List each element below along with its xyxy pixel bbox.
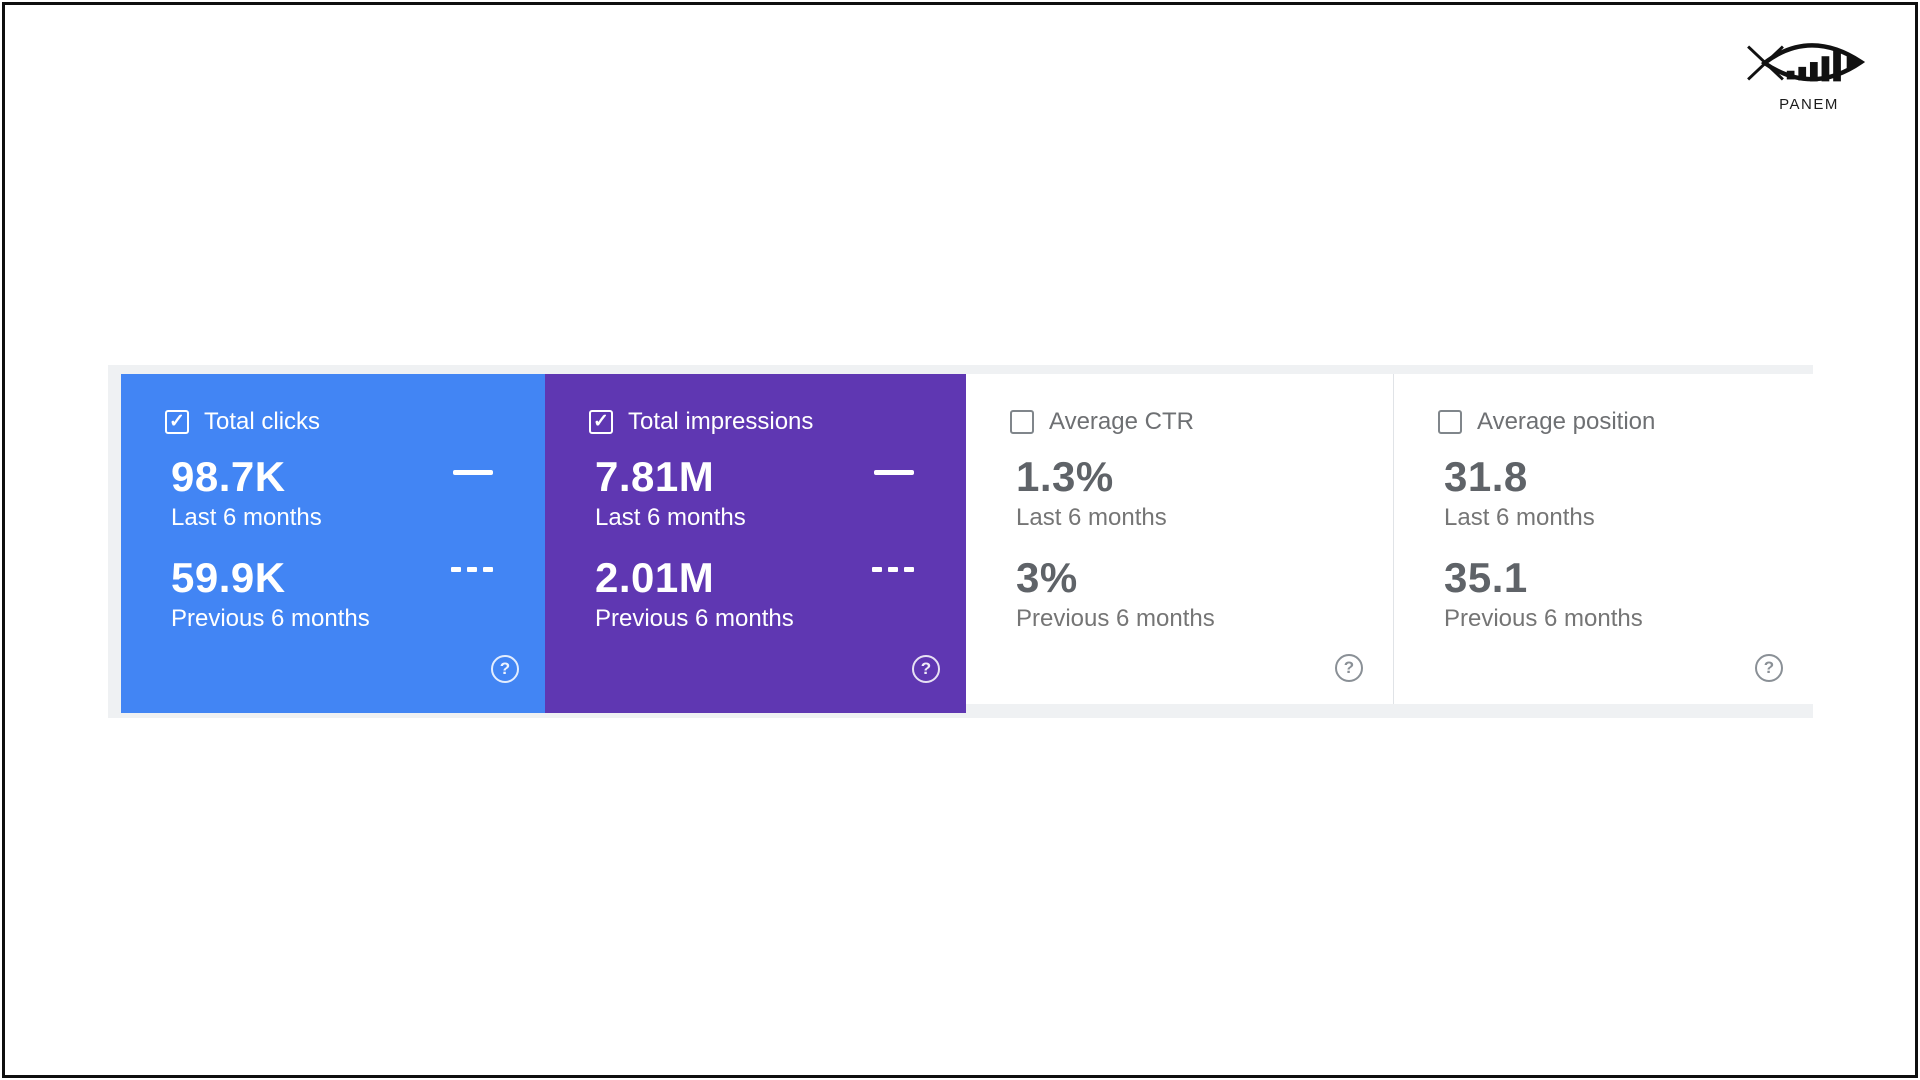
primary-value: 31.8 [1444,453,1528,500]
card-header: Average CTR [1010,408,1393,436]
primary-period: Last 6 months [1016,504,1167,531]
total-clicks-checkbox[interactable]: ✓ [165,410,189,434]
primary-period: Last 6 months [595,504,746,531]
solid-line-indicator [874,470,914,475]
primary-value: 7.81M [595,453,715,500]
checkmark-icon: ✓ [593,410,609,432]
fish-barchart-icon [1747,43,1866,82]
solid-line-indicator [453,470,493,475]
card-header: ✓ Total impressions [589,408,966,436]
help-icon[interactable]: ? [491,655,519,683]
question-mark: ? [499,659,511,678]
secondary-period: Previous 6 months [595,605,794,632]
dashed-line-indicator [872,567,914,572]
primary-period: Last 6 months [171,504,322,531]
secondary-period: Previous 6 months [1016,605,1215,632]
primary-period: Last 6 months [1444,504,1595,531]
metric-card-average-position[interactable]: Average position 31.8 Last 6 months 35.1… [1393,374,1813,704]
help-icon[interactable]: ? [1755,654,1783,682]
card-header: ✓ Total clicks [165,408,545,436]
average-position-checkbox[interactable] [1438,410,1462,434]
secondary-period: Previous 6 months [1444,605,1643,632]
question-mark: ? [1763,658,1775,677]
metric-card-total-impressions[interactable]: ✓ Total impressions 7.81M Last 6 months … [545,374,966,713]
metric-label: Average CTR [1049,408,1194,435]
metric-label: Average position [1477,408,1656,435]
metric-label: Total impressions [628,408,814,435]
secondary-value: 59.9K [171,554,286,601]
secondary-value: 35.1 [1444,554,1528,601]
metric-card-total-clicks[interactable]: ✓ Total clicks 98.7K Last 6 months 59.9K… [121,374,545,713]
metric-card-average-ctr[interactable]: Average CTR 1.3% Last 6 months 3% Previo… [966,374,1393,704]
checkmark-icon: ✓ [169,410,185,432]
primary-value: 98.7K [171,453,286,500]
help-icon[interactable]: ? [912,655,940,683]
panem-logo: PANEM [1742,34,1876,113]
help-icon[interactable]: ? [1335,654,1363,682]
question-mark: ? [920,659,932,678]
primary-value: 1.3% [1016,453,1114,500]
secondary-period: Previous 6 months [171,605,370,632]
total-impressions-checkbox[interactable]: ✓ [589,410,613,434]
metrics-panel: ✓ Total clicks 98.7K Last 6 months 59.9K… [108,365,1813,718]
dashed-line-indicator [451,567,493,572]
secondary-value: 3% [1016,554,1078,601]
question-mark: ? [1343,658,1355,677]
metric-cards-row: ✓ Total clicks 98.7K Last 6 months 59.9K… [121,374,1813,718]
metric-label: Total clicks [204,408,321,435]
card-header: Average position [1438,408,1813,436]
secondary-value: 2.01M [595,554,715,601]
average-ctr-checkbox[interactable] [1010,410,1034,434]
logo-text: PANEM [1779,96,1839,113]
